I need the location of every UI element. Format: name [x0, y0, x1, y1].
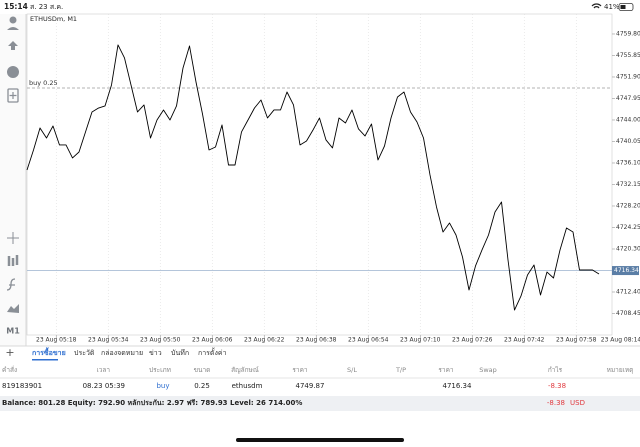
table-cell[interactable]: 08.23 05:39: [83, 382, 125, 390]
crosshair-icon[interactable]: [7, 232, 19, 244]
column-header: T/P: [395, 366, 406, 374]
tab[interactable]: บันทึก: [171, 348, 189, 357]
x-tick-label: 23 Aug 07:26: [452, 337, 493, 344]
price-tag-label: 4716.34: [614, 267, 639, 274]
x-tick-label: 23 Aug 07:58: [556, 337, 597, 344]
wifi-icon: [591, 3, 602, 9]
balance-summary: Balance: 801.28 Equity: 792.90 หลักประกั…: [2, 399, 302, 407]
column-header: สัญลักษณ์: [231, 366, 259, 374]
chart-title: ETHUSDm, M1: [30, 15, 77, 23]
tab-underline: [32, 359, 58, 361]
column-header: กำไร: [548, 366, 563, 374]
table-cell[interactable]: buy: [156, 382, 169, 390]
add-button[interactable]: +: [5, 346, 14, 359]
tab[interactable]: ประวัติ: [74, 349, 95, 357]
status-time: 15:14: [4, 2, 28, 11]
column-header: เวลา: [96, 366, 110, 374]
account-icon-base[interactable]: [7, 27, 19, 30]
x-tick-label: 23 Aug 05:34: [88, 337, 129, 344]
price-tag: [612, 266, 639, 276]
currency: USD: [570, 399, 585, 407]
timeframe-label[interactable]: M1: [6, 327, 20, 336]
battery-icon: [618, 3, 634, 11]
toolbar-icons: [6, 16, 19, 313]
y-tick-label: 4708.45: [616, 310, 640, 317]
x-tick-label: 23 Aug 05:18: [36, 337, 77, 344]
tab[interactable]: การซื้อขาย: [32, 346, 66, 357]
status-date: ส. 23 ส.ค.: [30, 3, 63, 11]
table-cell[interactable]: 4749.87: [296, 382, 325, 390]
table-cell[interactable]: 819183901: [2, 382, 42, 390]
price-line-series: [26, 44, 600, 311]
home-indicator: [236, 438, 404, 442]
y-tick-label: 4740.05: [616, 138, 640, 145]
y-tick-label: 4736.10: [616, 159, 640, 166]
table-cell[interactable]: -8.38: [548, 382, 566, 390]
plot-area: [26, 13, 613, 336]
balance-row-bg: [0, 396, 640, 411]
y-tick-label: 4744.00: [616, 116, 640, 123]
column-header: ประเภท: [149, 366, 171, 374]
new-order-plus: [9, 92, 17, 99]
account-icon[interactable]: [9, 16, 17, 24]
y-tick-label: 4751.90: [616, 73, 640, 80]
column-header: ขนาด: [194, 366, 211, 374]
y-tick-label: 4759.80: [616, 30, 640, 37]
y-tick-label: 4755.85: [616, 52, 640, 59]
column-header: ราคา: [438, 366, 453, 374]
column-header: ราคา: [292, 366, 307, 374]
column-header: Swap: [479, 366, 497, 374]
x-tick-label: 23 Aug 05:50: [140, 337, 181, 344]
trade-icon[interactable]: [8, 41, 18, 50]
column-header: คำสั่ง: [2, 365, 17, 374]
table-cell[interactable]: 4716.34: [443, 382, 472, 390]
y-tick-label: 4728.20: [616, 202, 640, 209]
x-tick-label: 23 Aug 06:06: [192, 337, 233, 344]
x-tick-label: 23 Aug 07:42: [504, 337, 545, 344]
total-profit: -8.38: [547, 399, 565, 407]
tab[interactable]: การตั้งค่า: [198, 346, 227, 357]
objects-icon[interactable]: [7, 304, 19, 313]
column-header: S/L: [347, 366, 357, 374]
new-order-icon[interactable]: [7, 88, 19, 103]
tab[interactable]: กล่องจดหมาย: [101, 349, 143, 357]
column-header: หมายเหตุ: [607, 366, 634, 374]
y-tick-label: 4724.25: [616, 224, 640, 231]
battery-level: [620, 5, 626, 9]
x-tick-label: 23 Aug 06:22: [244, 337, 285, 344]
status-battery: 41%: [604, 3, 620, 11]
y-tick-label: 4712.40: [616, 288, 640, 295]
table-cell[interactable]: ethusdm: [232, 382, 263, 390]
x-tick-label: 23 Aug 08:14: [601, 337, 640, 344]
indicator-icon[interactable]: [6, 278, 16, 291]
y-tick-label: 4747.95: [616, 95, 640, 102]
y-tick-label: 4732.15: [616, 181, 640, 188]
x-tick-label: 23 Aug 07:10: [400, 337, 441, 344]
x-tick-label: 23 Aug 06:54: [348, 337, 389, 344]
chart-type-icon[interactable]: [7, 255, 19, 266]
left-toolbar: [0, 14, 26, 346]
table-cell[interactable]: 0.25: [194, 382, 210, 390]
order-label: buy 0.25: [29, 79, 58, 87]
x-tick-label: 23 Aug 06:38: [296, 337, 337, 344]
y-tick-label: 4720.30: [616, 245, 640, 252]
chat-icon[interactable]: [7, 66, 19, 78]
tab[interactable]: ข่าว: [149, 349, 162, 357]
